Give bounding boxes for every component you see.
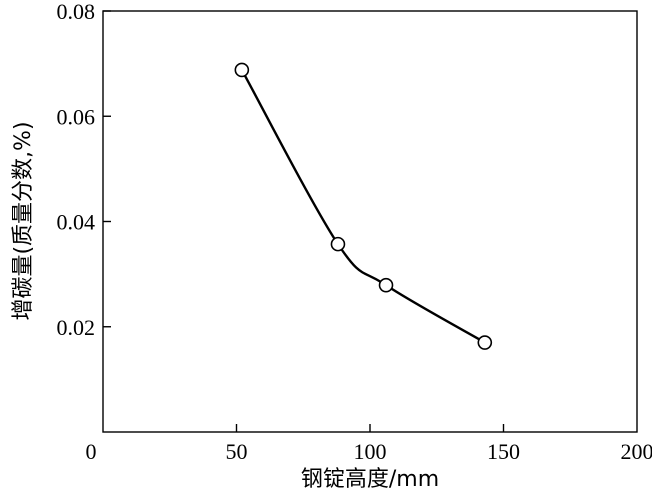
x-tick-label: 100 <box>354 439 387 464</box>
x-tick-label: 150 <box>487 439 520 464</box>
plot-frame <box>102 10 638 433</box>
x-tick-label: 50 <box>226 439 248 464</box>
data-point <box>378 277 394 293</box>
data-point <box>234 62 250 78</box>
y-tick-label: 0.08 <box>57 0 96 24</box>
y-ticks: 0.02 0.04 0.06 0.08 <box>57 0 111 340</box>
y-tick-label: 0.02 <box>57 315 96 340</box>
data-point <box>477 335 493 350</box>
series-group <box>234 62 493 350</box>
y-tick-label: 0.04 <box>57 210 96 235</box>
x-tick-label: 0 <box>86 439 97 464</box>
series-line <box>240 69 486 344</box>
x-tick-label: 200 <box>621 439 652 464</box>
y-tick-label: 0.06 <box>57 104 96 129</box>
x-axis-label: 钢锭高度/mm <box>301 467 439 492</box>
y-axis-label: 增碳量(质量分数,%) <box>11 121 36 320</box>
data-point <box>330 236 346 252</box>
x-ticks: 0 50 100 150 200 <box>86 424 652 464</box>
